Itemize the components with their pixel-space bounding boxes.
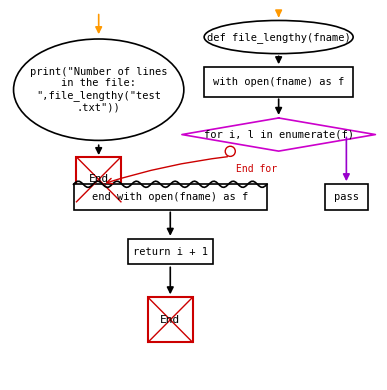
Ellipse shape [204,21,353,53]
FancyBboxPatch shape [204,67,353,96]
Text: pass: pass [334,192,359,202]
FancyBboxPatch shape [74,184,267,210]
Text: End for: End for [236,163,277,174]
Text: for i, l in enumerate(f): for i, l in enumerate(f) [204,129,354,140]
Text: print("Number of lines
in the file:
",file_lengthy("test
.txt")): print("Number of lines in the file: ",fi… [30,67,168,113]
FancyBboxPatch shape [325,184,368,210]
FancyBboxPatch shape [77,157,121,202]
FancyBboxPatch shape [128,239,213,264]
Ellipse shape [14,39,184,140]
Text: End: End [89,174,109,184]
Text: with open(fname) as f: with open(fname) as f [213,77,344,87]
Text: end with open(fname) as f: end with open(fname) as f [92,192,248,202]
FancyBboxPatch shape [148,297,193,342]
Text: def file_lengthy(fname): def file_lengthy(fname) [207,32,351,43]
Text: End: End [160,315,180,325]
Text: return i + 1: return i + 1 [133,246,208,257]
Polygon shape [182,118,375,151]
